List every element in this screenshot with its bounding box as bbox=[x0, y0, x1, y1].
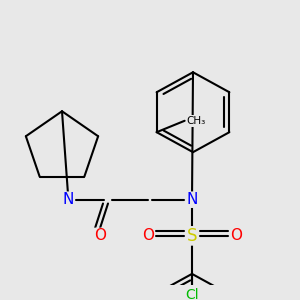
Text: N: N bbox=[62, 192, 74, 207]
Text: S: S bbox=[187, 227, 197, 245]
Text: O: O bbox=[94, 228, 106, 243]
Text: O: O bbox=[142, 228, 154, 243]
Text: N: N bbox=[186, 192, 198, 207]
Text: CH₃: CH₃ bbox=[187, 116, 206, 126]
Text: Cl: Cl bbox=[185, 288, 199, 300]
Text: O: O bbox=[230, 228, 242, 243]
